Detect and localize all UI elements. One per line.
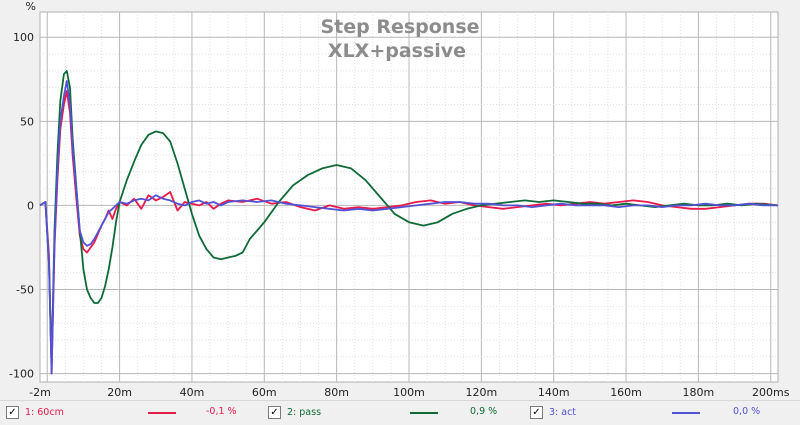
x-tick-label: 20m	[107, 386, 132, 399]
y-tick-label: -50	[16, 284, 34, 297]
checkbox-act[interactable]: ✓	[530, 405, 543, 419]
series	[39, 70, 779, 375]
legend-value-pass: 0,9 %	[470, 406, 498, 417]
chart-title: Step Response	[320, 16, 479, 38]
x-tick-label: -2m	[29, 386, 51, 399]
y-tick-label: 0	[27, 199, 34, 212]
y-tick-label: 100	[13, 31, 34, 44]
x-tick-label: 120m	[465, 386, 497, 399]
checkbox-pass[interactable]: ✓	[268, 405, 281, 419]
y-tick-label: 50	[20, 115, 34, 128]
y-axis-label: %	[26, 0, 36, 13]
legend-item-pass[interactable]: ✓ 2: pass	[268, 401, 321, 423]
legend-label-pass: 2: pass	[287, 406, 322, 418]
x-tick-label: 40m	[180, 386, 205, 399]
series-line-1	[39, 90, 779, 375]
legend-item-act[interactable]: ✓ 3: act	[530, 401, 576, 423]
x-tick-label: 80m	[324, 386, 349, 399]
legend-value-act: 0,0 %	[733, 406, 761, 417]
series-line-3	[39, 80, 778, 375]
y-tick-label: -100	[9, 368, 34, 381]
legend-swatch-60cm	[148, 412, 176, 414]
x-tick-label: 180m	[683, 386, 715, 399]
legend-label-60cm: 1: 60cm	[25, 406, 64, 418]
checkbox-60cm[interactable]: ✓	[6, 405, 19, 419]
legend-swatch-act	[672, 412, 700, 414]
legend-item-60cm[interactable]: ✓ 1: 60cm	[6, 401, 64, 423]
legend: ✓ 1: 60cm -0,1 % ✓ 2: pass 0,9 % ✓ 3: ac…	[0, 400, 800, 425]
x-tick-label: 160m	[610, 386, 642, 399]
chart-subtitle: XLX+passive	[328, 40, 466, 62]
x-tick-label: 200ms	[752, 386, 790, 399]
x-tick-label: 140m	[538, 386, 570, 399]
x-tick-label: 60m	[252, 386, 277, 399]
step-response-chart: -2m 20m 40m 60m 80m 100m 120m 140m 160m 180m 200ms…	[9, 0, 790, 399]
grid	[40, 12, 778, 382]
x-tick-label: 100m	[393, 386, 425, 399]
legend-label-act: 3: act	[549, 406, 577, 418]
legend-swatch-pass	[410, 412, 438, 414]
series-line-2	[39, 70, 779, 367]
legend-value-60cm: -0,1 %	[206, 406, 237, 417]
axes: -2m 20m 40m 60m 80m 100m 120m 140m 160m 180m 200ms…	[9, 31, 790, 399]
